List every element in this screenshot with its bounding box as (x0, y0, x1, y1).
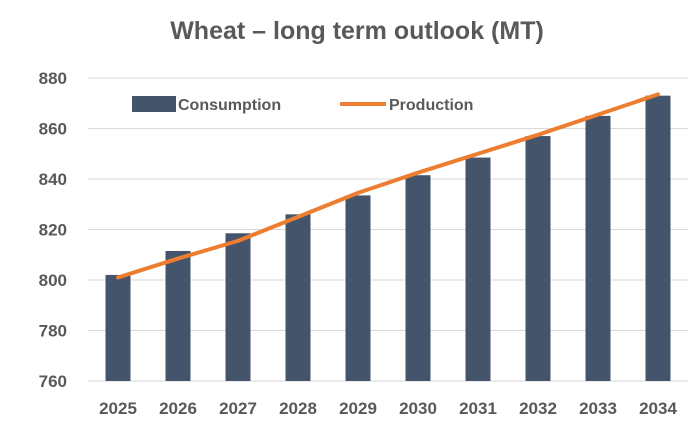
consumption-bar (285, 214, 311, 381)
y-tick-label: 800 (39, 271, 67, 290)
x-tick-label: 2034 (639, 399, 677, 418)
production-line-group (116, 92, 660, 280)
consumption-bar (225, 233, 251, 381)
consumption-bars (105, 95, 671, 382)
y-tick-label: 820 (39, 221, 67, 240)
y-tick-label: 760 (39, 372, 67, 391)
consumption-bar (645, 95, 671, 382)
consumption-bar (465, 157, 491, 381)
y-tick-label: 880 (39, 69, 67, 88)
consumption-bar (165, 250, 191, 381)
x-tick-label: 2032 (519, 399, 557, 418)
y-tick-label: 840 (39, 170, 67, 189)
consumption-bar (105, 274, 131, 381)
consumption-bar (525, 136, 551, 381)
chart-title: Wheat – long term outlook (MT) (170, 17, 544, 45)
x-tick-label: 2028 (279, 399, 317, 418)
x-tick-label: 2031 (459, 399, 497, 418)
consumption-bar (405, 175, 431, 381)
legend-label-production: Production (389, 97, 473, 114)
x-tick-label: 2029 (339, 399, 377, 418)
x-tick-label: 2026 (159, 399, 197, 418)
x-tick-label: 2027 (219, 399, 257, 418)
consumption-bar (585, 115, 611, 381)
x-tick-label: 2033 (579, 399, 617, 418)
legend-swatch-consumption (132, 96, 176, 112)
x-tick-label: 2025 (99, 399, 137, 418)
y-tick-label: 780 (39, 322, 67, 341)
legend-label-consumption: Consumption (178, 97, 281, 114)
production-line (116, 92, 660, 280)
x-axis-ticks: 2025 2026 2027 2028 2029 2030 2031 2032 2033 2034 (99, 399, 677, 418)
y-axis-ticks: 760 780 800 820 840 860 880 (39, 69, 67, 391)
y-tick-label: 860 (39, 120, 67, 139)
consumption-bar (345, 195, 371, 381)
legend: Consumption Production (132, 96, 473, 114)
x-tick-label: 2030 (399, 399, 437, 418)
